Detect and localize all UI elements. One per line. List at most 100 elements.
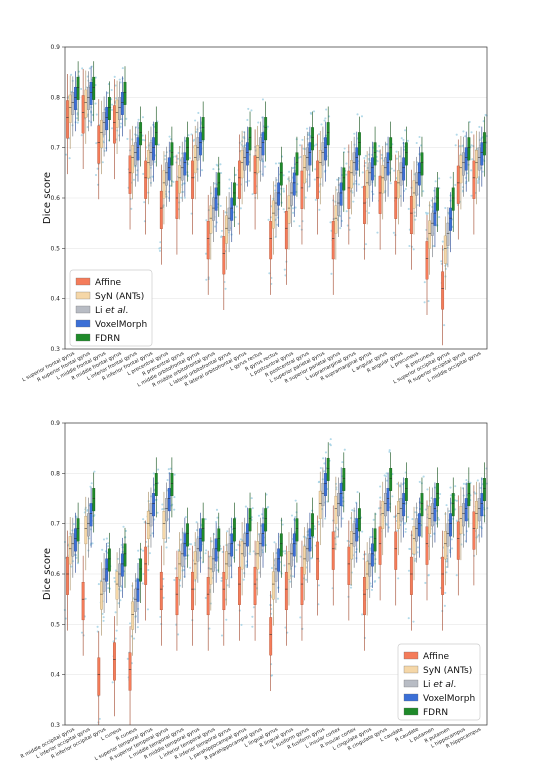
box-li-et-al-	[196, 137, 200, 161]
box-syn-ants-	[287, 195, 291, 224]
legend-swatch	[403, 707, 419, 716]
outlier-point	[156, 511, 159, 514]
outlier-point	[111, 103, 114, 106]
outlier-point	[114, 569, 118, 572]
outlier-point	[142, 549, 145, 552]
box-syn-ants-	[68, 94, 72, 123]
box-fdrn	[107, 97, 111, 121]
outlier-point	[385, 523, 388, 526]
box-voxelmorph	[152, 493, 156, 517]
outlier-point	[146, 608, 150, 611]
box-affine	[425, 241, 429, 280]
box-affine	[316, 160, 320, 199]
outlier-point	[464, 176, 467, 179]
outlier-point	[347, 150, 350, 153]
outlier-point	[238, 141, 241, 144]
box-li-et-al-	[227, 543, 231, 567]
outlier-point	[179, 538, 182, 541]
outlier-point	[219, 204, 222, 207]
box-affine	[144, 160, 148, 199]
outlier-point	[397, 577, 400, 580]
outlier-point	[142, 572, 145, 576]
outlier-point	[119, 589, 122, 592]
outlier-point	[221, 550, 224, 553]
outlier-point	[110, 108, 114, 111]
box-li-et-al-	[212, 548, 215, 572]
box-voxelmorph	[292, 172, 296, 196]
box-affine	[363, 576, 366, 616]
outlier-point	[304, 536, 307, 539]
box-li-et-al-	[415, 172, 419, 196]
outlier-point	[173, 508, 176, 511]
box-li-et-al-	[477, 147, 481, 171]
outlier-point	[84, 597, 87, 600]
outlier-point	[257, 514, 261, 517]
outlier-point	[110, 88, 113, 92]
outlier-point	[141, 116, 145, 119]
box-voxelmorph	[214, 538, 218, 562]
outlier-point	[275, 552, 278, 555]
box-affine	[81, 582, 85, 621]
box-voxelmorph	[355, 147, 359, 171]
box-syn-ants-	[256, 541, 260, 570]
box-syn-ants-	[225, 215, 228, 244]
box-li-et-al-	[321, 142, 325, 166]
box-li-et-al-	[258, 137, 262, 161]
outlier-point	[323, 462, 326, 465]
outlier-point	[124, 529, 127, 533]
box-li-et-al-	[87, 513, 90, 537]
box-syn-ants-	[318, 490, 322, 519]
box-voxelmorph	[183, 152, 187, 176]
outlier-point	[234, 216, 237, 219]
box-syn-ants-	[193, 145, 197, 174]
outlier-point	[396, 482, 399, 485]
outlier-point	[205, 278, 208, 281]
outlier-point	[97, 721, 100, 724]
outlier-point	[361, 171, 364, 174]
box-fdrn	[404, 478, 408, 502]
outlier-point	[195, 521, 198, 524]
outlier-point	[427, 573, 430, 577]
outlier-point	[438, 177, 441, 180]
outlier-point	[274, 218, 277, 221]
box-affine	[331, 531, 335, 570]
outlier-point	[409, 548, 412, 551]
box-fdrn	[170, 473, 174, 497]
box-syn-ants-	[225, 551, 228, 580]
outlier-point	[93, 470, 96, 473]
outlier-point	[167, 536, 170, 540]
outlier-point	[362, 557, 365, 560]
outlier-point	[115, 629, 118, 632]
outlier-point	[345, 173, 348, 176]
outlier-point	[182, 531, 185, 534]
box-affine	[238, 160, 241, 199]
outlier-point	[172, 180, 175, 183]
box-li-et-al-	[305, 538, 309, 562]
outlier-point	[230, 525, 233, 528]
outlier-point	[445, 263, 448, 266]
outlier-point	[190, 543, 193, 546]
outlier-point	[353, 132, 356, 135]
outlier-point	[152, 472, 155, 475]
outlier-point	[450, 538, 453, 541]
outlier-point	[242, 578, 245, 581]
outlier-point	[434, 180, 437, 183]
outlier-point	[293, 169, 296, 173]
box-syn-ants-	[459, 506, 463, 535]
outlier-point	[412, 620, 415, 623]
legend-label: VoxelMorph	[95, 320, 147, 330]
outlier-point	[392, 231, 395, 234]
box-voxelmorph	[417, 162, 421, 186]
outlier-point	[390, 167, 393, 170]
legend-swatch	[75, 305, 91, 314]
outlier-point	[77, 70, 81, 73]
box-affine	[331, 221, 335, 260]
outlier-point	[386, 479, 389, 482]
box-syn-ants-	[428, 220, 432, 249]
legend: Affine SyN (ANTs) Li et al. VoxelMorph FDRN	[397, 643, 481, 721]
outlier-point	[329, 221, 332, 224]
box-syn-ants-	[334, 205, 338, 234]
outlier-point	[267, 505, 270, 509]
outlier-point	[352, 200, 355, 203]
outlier-point	[407, 569, 411, 572]
